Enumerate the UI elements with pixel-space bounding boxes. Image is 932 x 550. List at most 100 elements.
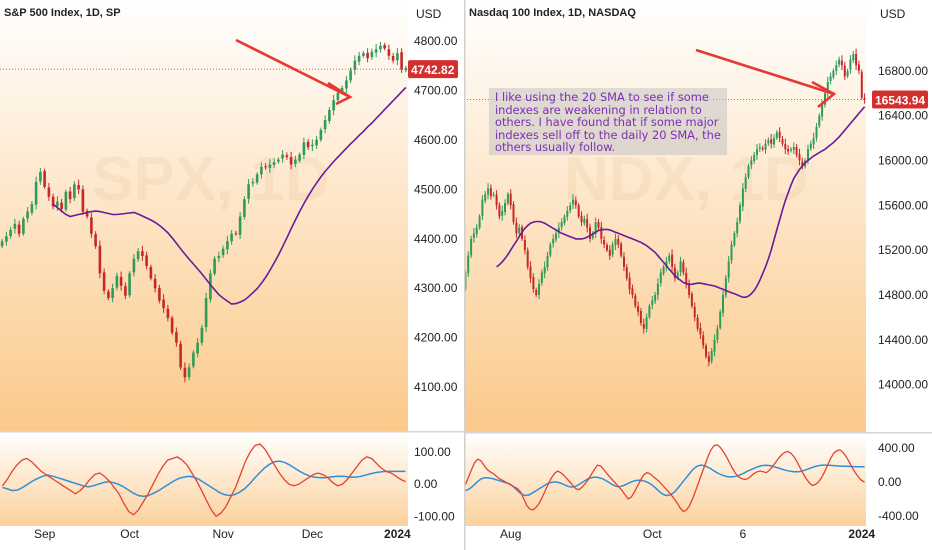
candle-body <box>353 60 357 70</box>
candle-body <box>770 139 773 144</box>
candle-body <box>679 261 682 272</box>
candle-body <box>719 311 722 328</box>
candle-body <box>374 49 378 53</box>
candle-body <box>255 174 259 183</box>
candle-body <box>693 306 696 318</box>
candle-body <box>739 205 741 222</box>
candle-body <box>162 299 165 309</box>
candle-body <box>504 203 506 212</box>
oscillator-pane-background <box>0 432 408 526</box>
candle-body <box>736 222 739 234</box>
candle-body <box>824 93 826 105</box>
x-tick-label: 2024 <box>848 527 875 541</box>
candle-body <box>577 205 580 217</box>
chart-title: Nasdaq 100 Index, 1D, NASDAQ <box>469 7 636 19</box>
candle-body <box>668 255 671 261</box>
candle-body <box>552 238 555 244</box>
candle-body <box>391 56 395 61</box>
candle-body <box>489 188 492 197</box>
candle-body <box>68 191 72 200</box>
oscillator-fast-line <box>1 443 406 518</box>
candle-body <box>332 100 335 111</box>
candle-body <box>767 140 770 144</box>
candle-body <box>690 293 693 307</box>
candle-body <box>611 244 614 255</box>
candle-body <box>843 65 846 77</box>
candle-body <box>846 70 849 77</box>
candle-body <box>289 157 293 165</box>
x-tick-label: Oct <box>120 527 139 541</box>
candle-body <box>251 181 255 184</box>
candle-body <box>204 298 208 328</box>
candle-body <box>648 306 651 317</box>
candle-body <box>662 266 665 274</box>
candle-body <box>617 238 620 245</box>
price-tick-label: 4800.00 <box>414 34 458 48</box>
candle-body <box>623 256 625 267</box>
candle-body <box>238 216 242 235</box>
pane-separator <box>0 431 478 433</box>
x-tick-label: 6 <box>740 527 747 541</box>
candle-body <box>628 277 631 290</box>
candle-body <box>597 222 600 228</box>
candle-body <box>200 327 204 343</box>
candle-body <box>107 291 110 299</box>
candle-body <box>840 60 843 66</box>
candle-body <box>821 104 824 117</box>
candle-body <box>323 120 327 130</box>
pane-separator <box>464 432 932 434</box>
candle-body <box>400 52 403 70</box>
candle-body <box>472 233 475 238</box>
x-tick-label: Oct <box>643 527 662 541</box>
candle-body <box>795 147 798 155</box>
candle-body <box>158 287 161 301</box>
chart-panel-ndx: NDX, 1D Nasdaq 100 Index, 1D, NASDAQ USD 16… <box>464 0 932 541</box>
price-tick-label: 14400.00 <box>878 333 928 347</box>
candle-body <box>379 45 382 50</box>
candle-body <box>26 211 29 219</box>
candle-body <box>509 193 512 206</box>
x-tick-label: Dec <box>302 527 323 541</box>
candle-body <box>526 250 529 267</box>
candle-body <box>676 272 679 279</box>
candle-body <box>761 148 764 150</box>
last-price-label: 4742.82 <box>411 63 455 77</box>
candle-body <box>213 258 216 274</box>
candle-body <box>656 283 659 295</box>
candle-body <box>580 215 583 223</box>
candle-body <box>685 272 688 284</box>
candle-body <box>306 141 310 148</box>
candle-body <box>594 222 597 234</box>
candle-body <box>56 201 59 206</box>
candle-body <box>515 222 518 234</box>
candle-body <box>639 311 642 323</box>
candle-body <box>532 277 535 290</box>
last-price-tag <box>872 90 928 109</box>
candle-body <box>102 272 106 291</box>
candle-body <box>747 166 750 177</box>
price-tick-label: 16400.00 <box>878 109 928 123</box>
candle-body <box>17 224 21 234</box>
candle-body <box>722 294 724 313</box>
candle-body <box>467 255 470 273</box>
candle-body <box>603 239 606 245</box>
oscillator-tick-label: -100.00 <box>414 509 455 523</box>
candle-body <box>549 244 552 256</box>
price-pane-background <box>464 0 866 432</box>
candle-body <box>784 144 787 150</box>
candle-body <box>608 249 611 256</box>
candle-body <box>60 202 63 210</box>
candle-body <box>166 308 170 318</box>
candle-body <box>798 154 801 161</box>
candle-body <box>569 205 572 211</box>
candle-body <box>832 70 835 78</box>
candle-body <box>387 49 391 56</box>
candle-body <box>781 139 784 144</box>
candle-body <box>47 187 51 197</box>
candle-body <box>620 243 623 256</box>
candle-body <box>665 261 668 268</box>
candle-body <box>696 317 699 329</box>
candle-body <box>226 241 229 250</box>
candle-body <box>315 139 318 146</box>
